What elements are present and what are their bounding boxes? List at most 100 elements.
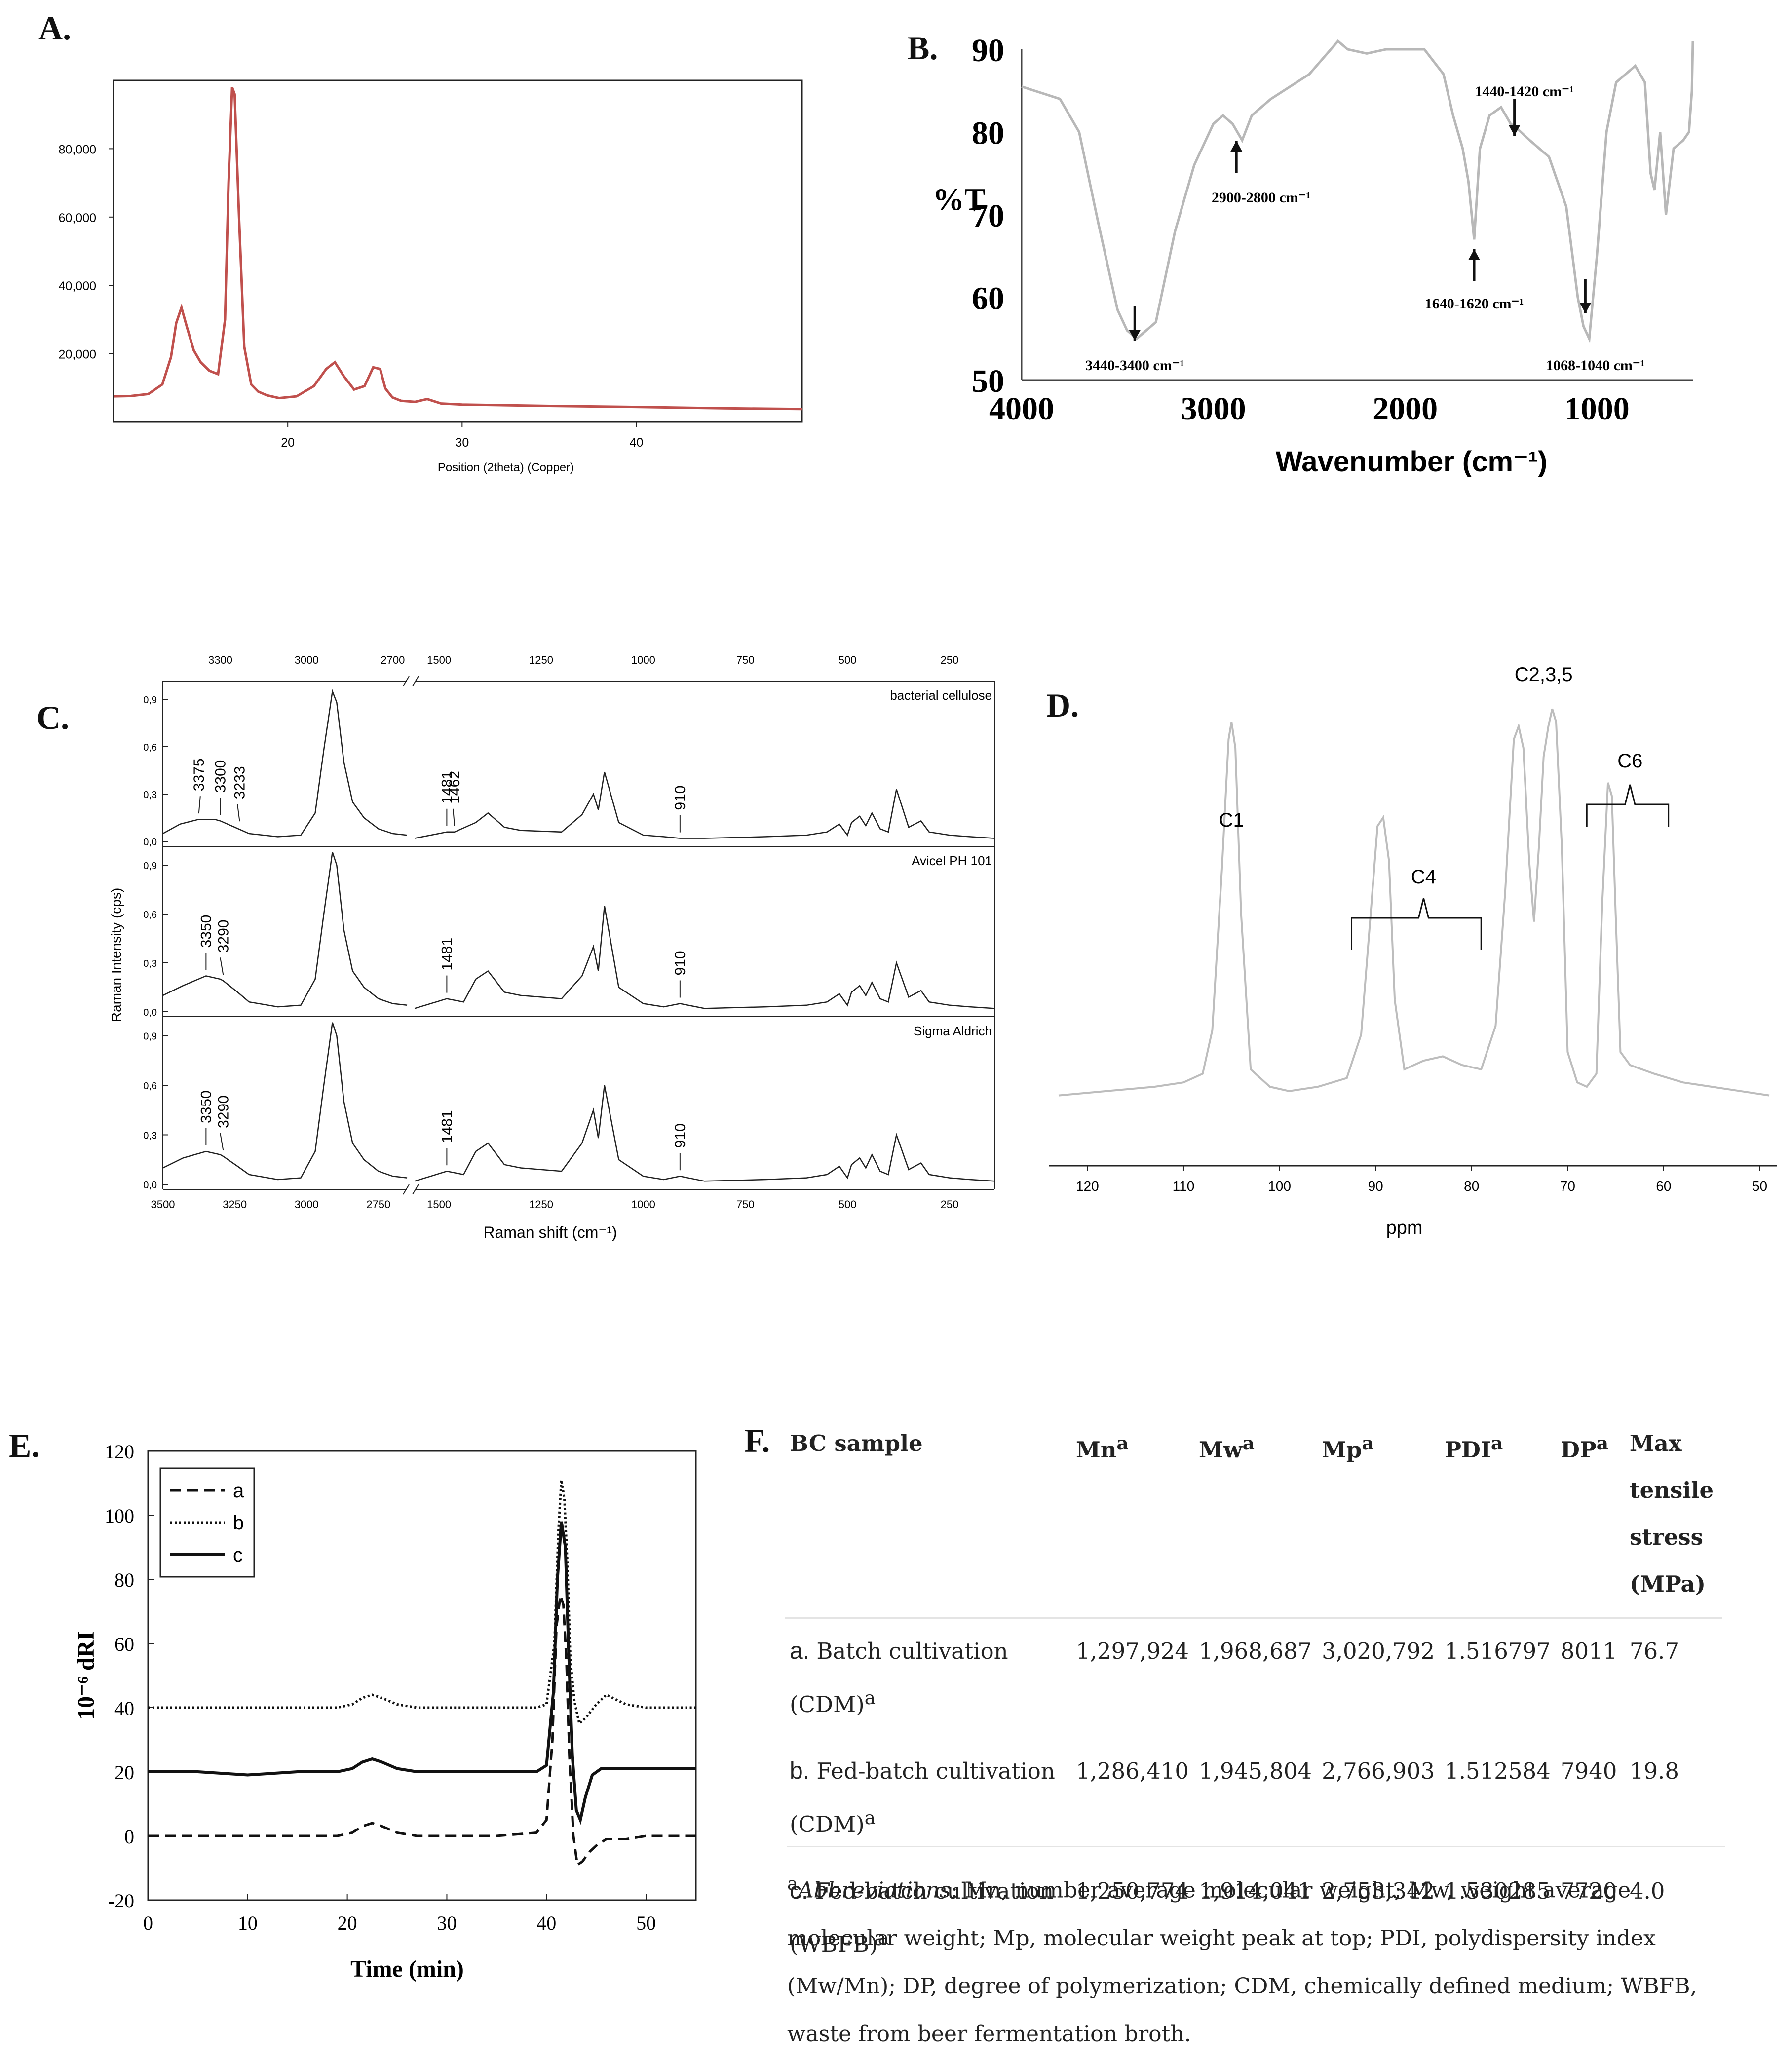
nmr-line bbox=[1058, 708, 1770, 1097]
annotation-arrow-head bbox=[1129, 330, 1141, 341]
x-tick-label: 70 bbox=[1560, 1179, 1575, 1194]
annotation-arrow-head bbox=[1230, 141, 1243, 152]
legend-label: a bbox=[233, 1480, 244, 1502]
cell-tensile: 76.7 bbox=[1629, 1638, 1679, 1664]
raman-line-left bbox=[162, 852, 408, 1008]
raman-line-right bbox=[414, 771, 995, 839]
top-tick-label: 2700 bbox=[381, 654, 405, 666]
y-tick-label: 50 bbox=[972, 363, 1004, 399]
cell-tensile: 19.8 bbox=[1629, 1758, 1679, 1784]
peak-label: 3233 bbox=[231, 766, 248, 799]
peak-label: 1481 bbox=[439, 938, 455, 971]
y-tick-label: 80 bbox=[114, 1569, 134, 1591]
series-name: bacterial cellulose bbox=[890, 688, 992, 703]
bottom-tick-label: 3500 bbox=[151, 1198, 175, 1211]
x-tick-label: 4000 bbox=[989, 391, 1054, 427]
cell-dp: 7940 bbox=[1560, 1758, 1617, 1784]
ftir-line bbox=[1021, 39, 1694, 343]
header-mw: Mwa bbox=[1194, 1409, 1317, 1619]
table-row: a. Batch cultivation (CDM)a 1,297,924 1,… bbox=[785, 1618, 1722, 1739]
y-tick-label: 80 bbox=[972, 115, 1004, 152]
peak-label: 1462 bbox=[447, 771, 463, 804]
peak-bracket bbox=[1586, 784, 1670, 827]
y-tick-label: 0,9 bbox=[143, 695, 157, 706]
bottom-tick-label: 750 bbox=[736, 1198, 755, 1211]
series-line-b bbox=[148, 1480, 696, 1726]
peak-label: 3290 bbox=[215, 920, 231, 953]
chart-d-nmr: 120 110 100 90 80 70 60 50 ppm C1 C4 C2,3,5 C6 bbox=[1049, 664, 1777, 1238]
y-tick-label: 0,9 bbox=[143, 1031, 157, 1042]
y-tick-label: 0,0 bbox=[143, 1180, 157, 1191]
table-f-molecular-weight: BC sample Mna Mwa Mpa PDIa DPa Max tensi… bbox=[785, 1409, 1722, 1979]
chart-c-raman: 3300 3000 2700 1500 1250 1000 750 500 250 3500 325… bbox=[109, 654, 995, 1241]
y-tick-label: 100 bbox=[105, 1505, 134, 1527]
y-tick-label: 60 bbox=[972, 281, 1004, 317]
cell-pdi: 1.530285 bbox=[1445, 1878, 1551, 1904]
x-tick-label: 110 bbox=[1173, 1179, 1195, 1194]
raman-line-left bbox=[162, 1022, 408, 1181]
cell-pdi: 1.512584 bbox=[1445, 1758, 1551, 1784]
legend-label: b bbox=[233, 1512, 244, 1534]
x-tick-label: 60 bbox=[1656, 1179, 1671, 1194]
peak-label: 910 bbox=[672, 1123, 688, 1148]
x-tick-label: 120 bbox=[1076, 1179, 1099, 1194]
top-tick-label: 750 bbox=[736, 654, 755, 666]
peak-label: C4 bbox=[1411, 866, 1436, 888]
plot-frame bbox=[147, 1450, 697, 1901]
y-tick-label: 20,000 bbox=[59, 348, 96, 362]
y-tick-label: 80,000 bbox=[59, 143, 96, 156]
y-axis-label: 10⁻⁶ dRI bbox=[73, 1631, 99, 1720]
cell-mn: 1,286,410 bbox=[1076, 1758, 1189, 1784]
top-tick-label: 3000 bbox=[295, 654, 319, 666]
y-tick-label: 70 bbox=[972, 198, 1004, 234]
y-tick-label: 0,3 bbox=[143, 790, 157, 800]
y-tick-label: 40,000 bbox=[59, 279, 96, 293]
x-tick-label: 0 bbox=[143, 1912, 153, 1934]
cell-mp: 3,020,792 bbox=[1322, 1638, 1435, 1664]
bottom-tick-label: 1500 bbox=[427, 1198, 451, 1211]
peak-label: 3290 bbox=[215, 1095, 231, 1128]
peak-label: 3300 bbox=[212, 760, 229, 793]
cell-tensile: 4.0 bbox=[1629, 1878, 1665, 1904]
panel-label-e: E. bbox=[9, 1427, 40, 1464]
table-footnote: aAbbreviations: Mn, number average molec… bbox=[787, 1846, 1725, 2058]
footnote-title: Abbreviations bbox=[798, 1877, 951, 1903]
y-tick-label: 0,3 bbox=[143, 1131, 157, 1142]
y-tick-label: 0,0 bbox=[143, 1007, 157, 1018]
y-tick-label: 120 bbox=[105, 1441, 134, 1463]
series-name: Sigma Aldrich bbox=[914, 1024, 992, 1038]
annotation-label: 1640-1620 cm⁻¹ bbox=[1425, 296, 1524, 312]
annotation-label: 1440-1420 cm⁻¹ bbox=[1475, 83, 1574, 100]
top-tick-label: 1250 bbox=[529, 654, 553, 666]
peak-label: 1481 bbox=[439, 771, 455, 804]
cell-sample: a. Batch cultivation (CDM)a bbox=[790, 1638, 1008, 1717]
y-tick-label: 20 bbox=[114, 1761, 134, 1784]
series-line-a bbox=[148, 1595, 696, 1867]
y-tick-label: 40 bbox=[114, 1697, 134, 1719]
peak-label: 1481 bbox=[439, 1110, 455, 1143]
bottom-tick-label: 1000 bbox=[631, 1198, 655, 1211]
bottom-tick-label: 500 bbox=[839, 1198, 857, 1211]
raman-line-left bbox=[162, 689, 408, 838]
cell-mp: 2,766,903 bbox=[1322, 1758, 1435, 1784]
y-tick-label: 60,000 bbox=[59, 211, 96, 225]
y-tick-label: 0,0 bbox=[143, 837, 157, 848]
panel-label-f: F. bbox=[744, 1422, 770, 1459]
x-tick-label: 50 bbox=[636, 1912, 656, 1934]
raman-line-right bbox=[414, 1085, 995, 1182]
bottom-tick-label: 3000 bbox=[295, 1198, 319, 1211]
cell-dp: 8011 bbox=[1560, 1638, 1617, 1664]
xrd-line bbox=[113, 86, 802, 411]
x-tick-label: 80 bbox=[1464, 1179, 1479, 1194]
x-tick-label: 40 bbox=[630, 436, 644, 450]
raman-line-right bbox=[414, 906, 995, 1009]
y-tick-label: 90 bbox=[972, 33, 1004, 69]
annotation-label: 1068-1040 cm⁻¹ bbox=[1546, 357, 1645, 374]
cell-mp: 2,753,342 bbox=[1322, 1878, 1435, 1904]
bottom-tick-label: 3250 bbox=[223, 1198, 247, 1211]
series-line-c bbox=[148, 1521, 696, 1825]
peak-label: C1 bbox=[1219, 809, 1244, 831]
x-axis-label: Wavenumber (cm⁻¹) bbox=[1276, 446, 1548, 478]
x-tick-label: 90 bbox=[1368, 1179, 1383, 1194]
peak-label: 3350 bbox=[198, 915, 214, 948]
